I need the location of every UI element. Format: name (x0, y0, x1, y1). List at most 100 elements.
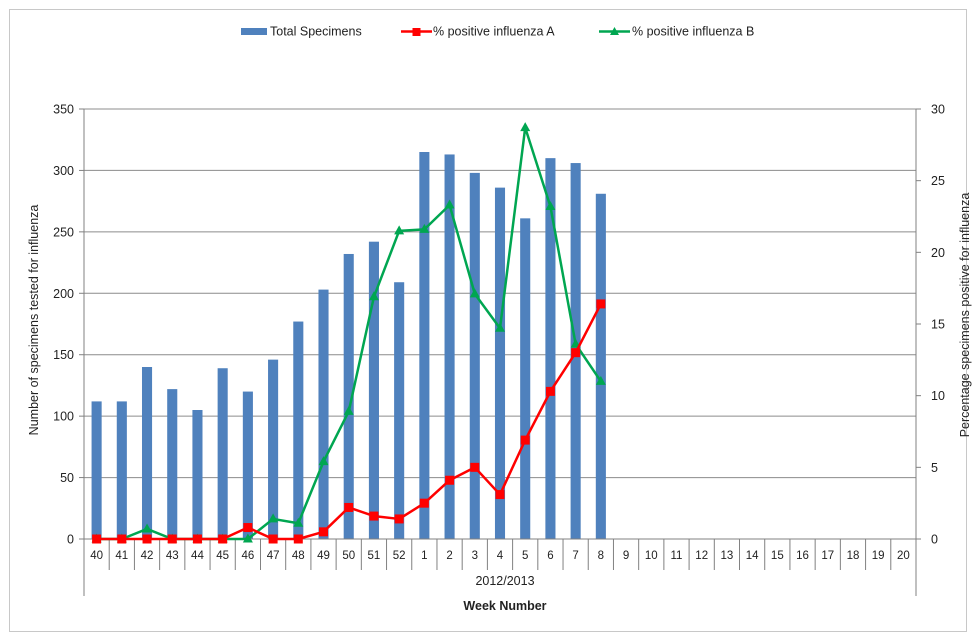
flu-a-point (92, 534, 102, 544)
x-tick-label: 50 (342, 550, 355, 562)
flu-a-point (243, 523, 253, 533)
x-tick-label: 12 (695, 550, 708, 562)
bar-total-specimens (217, 368, 228, 539)
x-tick-label: 40 (90, 550, 103, 562)
x-tick-label: 1 (421, 550, 427, 562)
chart-frame (9, 9, 967, 632)
x-tick-label: 17 (821, 550, 834, 562)
x-tick-label: 10 (645, 550, 658, 562)
x-tick-label: 11 (671, 550, 683, 562)
x-tick-label: 8 (598, 550, 604, 562)
flu-b-point (469, 288, 480, 298)
x-tick-label: 16 (796, 550, 809, 562)
legend-marker-flu-a (412, 28, 421, 36)
bar-total-specimens (116, 401, 127, 539)
left-tick-label: 350 (53, 103, 74, 117)
right-axis-ticks: 0 5 10 15 20 25 30 (916, 103, 945, 547)
right-tick-label: 0 (931, 533, 938, 547)
bar-total-specimens (595, 193, 606, 539)
x-tick-label: 3 (472, 550, 478, 562)
legend-marker-flu-b (610, 27, 619, 35)
line-series-flu-a (92, 299, 606, 544)
left-tick-label: 50 (60, 471, 74, 485)
left-tick-label: 200 (53, 287, 74, 301)
flu-a-point (218, 534, 228, 544)
bar-total-specimens (318, 289, 329, 539)
right-tick-label: 5 (931, 461, 938, 475)
left-tick-label: 150 (53, 348, 74, 362)
bar-total-specimens (494, 187, 506, 539)
bar-total-specimens (141, 367, 153, 539)
right-axis-title: Percentage specimens positive for influe… (958, 193, 972, 438)
x-tick-label: 42 (141, 550, 154, 562)
flu-a-point (495, 490, 505, 500)
flu-b-point (343, 405, 354, 415)
left-tick-label: 100 (53, 410, 74, 424)
season-label: 2012/2013 (475, 574, 534, 588)
right-tick-label: 10 (931, 389, 945, 403)
flu-a-point (520, 435, 530, 445)
bar-series-total-specimens (91, 152, 606, 540)
x-tick-label: 43 (166, 550, 179, 562)
flu-a-point (369, 511, 379, 521)
flu-b-point (520, 122, 531, 132)
x-tick-label: 18 (847, 550, 860, 562)
flu-a-point (344, 502, 354, 512)
x-tick-label: 48 (292, 550, 305, 562)
flu-b-point (293, 517, 304, 527)
x-tick-label: 19 (872, 550, 885, 562)
left-tick-label: 250 (53, 225, 74, 239)
flu-a-point (268, 534, 278, 544)
x-tick-label: 52 (393, 550, 406, 562)
x-tick-label: 7 (572, 550, 578, 562)
x-axis-title: Week Number (463, 599, 546, 613)
flu-a-point (319, 527, 329, 537)
flu-a-point (545, 386, 555, 396)
x-tick-label: 5 (522, 550, 528, 562)
x-tick-label: 41 (115, 550, 128, 562)
x-tick-label: 9 (623, 550, 629, 562)
x-tick-label: 6 (547, 550, 553, 562)
flu-a-point (192, 534, 202, 544)
bar-total-specimens (192, 410, 203, 539)
x-tick-label: 20 (897, 550, 910, 562)
bar-total-specimens (91, 401, 102, 539)
legend-swatch-total-specimens (241, 28, 267, 35)
x-tick-label: 49 (317, 550, 330, 562)
x-tick-label: 44 (191, 550, 204, 562)
x-tick-label: 2 (446, 550, 452, 562)
flu-b-point (142, 523, 153, 533)
left-tick-label: 300 (53, 164, 74, 178)
flu-a-point (419, 498, 429, 508)
right-tick-label: 30 (931, 103, 945, 117)
legend-label-total-specimens: Total Specimens (270, 25, 362, 39)
bar-total-specimens (394, 282, 405, 539)
right-tick-label: 15 (931, 318, 945, 332)
bar-total-specimens (167, 389, 178, 539)
flu-a-point (470, 462, 480, 472)
flu-a-point (117, 534, 127, 544)
flu-a-point (167, 534, 177, 544)
flu-a-point (293, 534, 303, 544)
left-tick-label: 0 (67, 533, 74, 547)
legend-label-flu-a: % positive influenza A (433, 25, 555, 39)
bar-total-specimens (293, 321, 304, 539)
legend: Total Specimens % positive influenza A %… (241, 25, 754, 39)
flu-b-point (394, 225, 405, 235)
right-tick-label: 20 (931, 246, 945, 260)
flu-b-point (268, 513, 279, 523)
x-tick-label: 51 (368, 550, 381, 562)
x-tick-label: 15 (771, 550, 784, 562)
bar-total-specimens (419, 152, 430, 539)
flu-b-point (595, 375, 606, 385)
x-axis-ticks: 40 41 42 43 44 45 46 47 48 49 50 51 52 1 2 3 4 5 6 7 8 9 10 11 1… (90, 550, 910, 562)
flu-a-point (445, 475, 455, 485)
flu-a-point (142, 534, 152, 544)
bar-total-specimens (343, 253, 354, 539)
flu-b-point (545, 200, 556, 210)
flu-a-point (394, 514, 404, 524)
x-tick-label: 4 (497, 550, 504, 562)
flu-b-point (444, 199, 455, 209)
flu-b-point (318, 456, 329, 466)
bar-total-specimens (545, 158, 556, 539)
